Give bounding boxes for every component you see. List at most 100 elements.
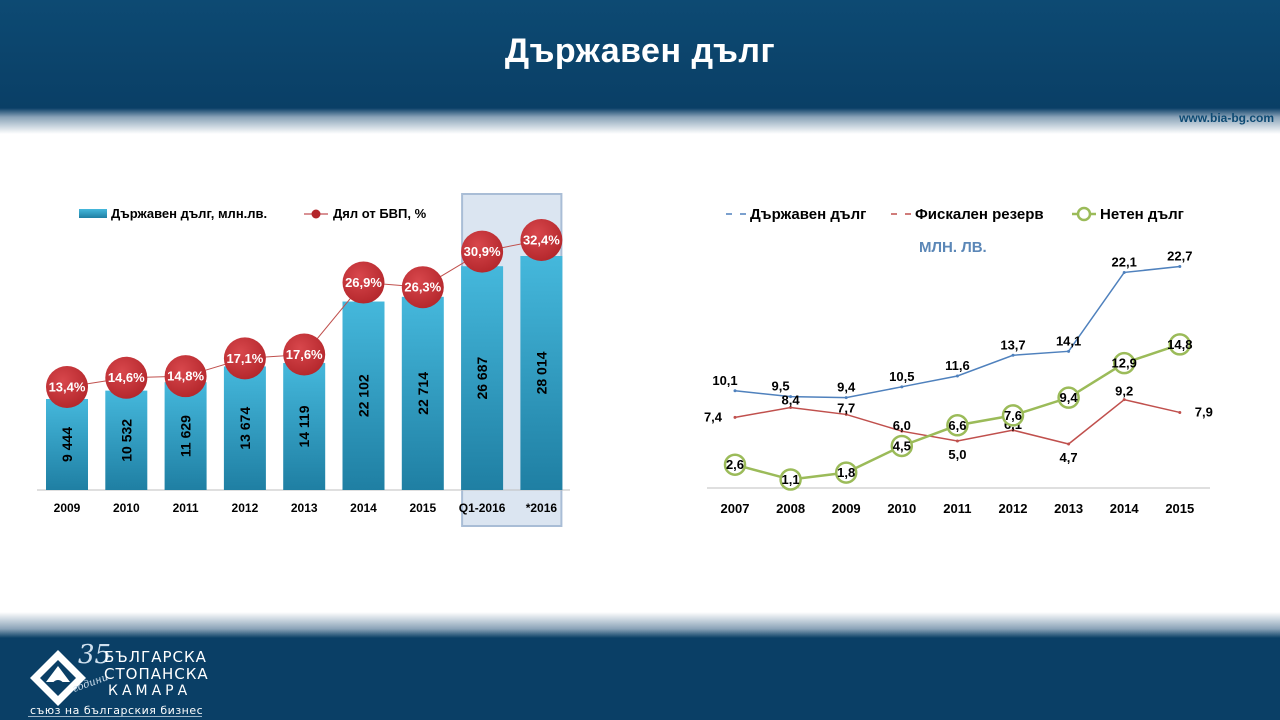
x-tick-label: 2011 [943, 501, 971, 516]
debt-value-label: 9,5 [772, 379, 790, 394]
debt-point [844, 396, 848, 400]
gdp-share-bubble [520, 219, 563, 261]
gdp-share-label: 14,8% [167, 369, 204, 384]
bar-value-label: 11 629 [178, 415, 194, 457]
logo-tagline: съюз на българския бизнес [30, 704, 204, 717]
reserve-point [955, 439, 959, 443]
footer-fade [0, 612, 1280, 638]
gdp-share-bubble [105, 356, 148, 399]
series-line [734, 265, 1180, 399]
logo-divider [28, 716, 202, 717]
gdp-share-label: 32,4% [523, 233, 560, 248]
debt-value-label: 22,7 [1167, 249, 1192, 264]
logo-line-3: КАМАРА [108, 683, 192, 699]
reserve-point [733, 415, 737, 419]
net-debt-value-label: 1,8 [837, 465, 855, 480]
bar [461, 266, 504, 490]
reserve-value-label: 5,0 [948, 447, 966, 462]
x-tick-label: 2015 [409, 501, 436, 515]
net-debt-marker [946, 414, 969, 437]
reserve-value-label: 7,7 [837, 400, 855, 415]
reserve-value-label: 9,2 [1115, 384, 1133, 399]
header-fade [0, 108, 1280, 134]
legend-bar-swatch [79, 209, 107, 218]
x-tick-label: 2013 [291, 501, 318, 515]
gdp-share-bubble [461, 230, 504, 273]
reserve-value-label: 6,0 [893, 418, 911, 433]
reserve-value-label: 7,9 [1195, 404, 1213, 419]
x-tick-label: 2012 [999, 501, 1028, 516]
bar-value-label: 28 014 [533, 351, 549, 394]
reserve-point [844, 412, 848, 416]
gdp-share-bubble [401, 266, 444, 309]
legend-line-marker [311, 209, 321, 219]
bar-value-label: 22 102 [356, 374, 372, 417]
net-debt-marker [1168, 333, 1192, 356]
reserve-value-label: 7,4 [704, 409, 723, 424]
gdp-share-bubble [46, 366, 88, 408]
debt-value-label: 9,4 [837, 380, 856, 395]
legend-label: Фискален резерв [915, 206, 1044, 223]
gdp-share-bubble [342, 261, 385, 304]
net-debt-value-label: 12,9 [1112, 356, 1137, 371]
reserve-point [1178, 410, 1182, 414]
bar-value-label: 10 532 [118, 419, 134, 462]
net-debt-marker [1001, 404, 1025, 427]
gdp-share-label: 26,9% [345, 275, 382, 290]
net-debt-marker [890, 434, 914, 458]
footer-band [0, 638, 1280, 720]
debt-value-label: 14,1 [1056, 333, 1081, 348]
reserve-value-label: 4,7 [1060, 450, 1078, 465]
net-debt-marker [723, 453, 747, 476]
debt-value-label: 13,7 [1000, 337, 1025, 352]
reserve-point [1011, 428, 1015, 432]
bar-value-label: 14 119 [296, 405, 312, 447]
gdp-share-label: 26,3% [404, 280, 441, 295]
net-debt-value-label: 9,4 [1060, 390, 1079, 405]
reserve-value-label: 8,4 [782, 393, 801, 408]
x-tick-label: 2013 [1054, 501, 1083, 516]
header-band [0, 0, 1280, 108]
debt-point [1122, 270, 1126, 274]
legend-bar-label: Държавен дълг, млн.лв. [111, 206, 267, 221]
net-debt-marker [1112, 351, 1136, 375]
x-tick-label: Q1-2016 [459, 501, 506, 515]
gdp-share-bubble [164, 355, 207, 398]
debt-point [1011, 353, 1015, 357]
bar [342, 301, 385, 490]
legend-label: Нетен дълг [1100, 206, 1184, 223]
bar [401, 296, 444, 490]
x-tick-label: 2007 [721, 501, 750, 516]
bar-value-label: 9 444 [59, 427, 75, 462]
logo-line-1: БЪЛГАРСКА [104, 648, 207, 666]
legend-label: Държавен дълг [750, 206, 866, 223]
x-tick-label: 2010 [887, 501, 916, 516]
x-tick-label: 2015 [1165, 501, 1194, 516]
net-debt-value-label: 6,6 [948, 418, 966, 433]
net-debt-marker [834, 461, 858, 484]
x-tick-label: 2009 [54, 501, 81, 515]
gdp-share-label: 17,6% [286, 347, 323, 362]
x-tick-label: 2011 [173, 501, 199, 515]
legend-marker [1076, 206, 1092, 222]
gdp-share-label: 14,6% [108, 370, 145, 385]
net-debt-value-label: 1,1 [782, 472, 800, 487]
site-url: www.bia-bg.com [1179, 111, 1274, 125]
debt-point [1178, 265, 1182, 269]
reserve-point [789, 406, 793, 410]
page-title: Държавен дълг [504, 32, 776, 70]
gdp-share-bubble [223, 337, 266, 380]
gdp-share-label: 30,9% [464, 244, 501, 259]
debt-point [1067, 349, 1071, 353]
logo-line-2: СТОПАНСКА [104, 665, 209, 683]
bar-value-label: 22 714 [415, 372, 431, 415]
debt-value-label: 11,6 [945, 358, 970, 373]
bar [46, 399, 88, 490]
reserve-point [900, 429, 904, 433]
net-debt-value-label: 4,5 [893, 438, 911, 453]
x-tick-label: 2014 [350, 501, 377, 515]
net-debt-marker [779, 468, 802, 491]
gdp-share-label: 13,4% [49, 380, 86, 395]
bar-value-label: 26 687 [474, 356, 490, 399]
bar [520, 256, 563, 490]
